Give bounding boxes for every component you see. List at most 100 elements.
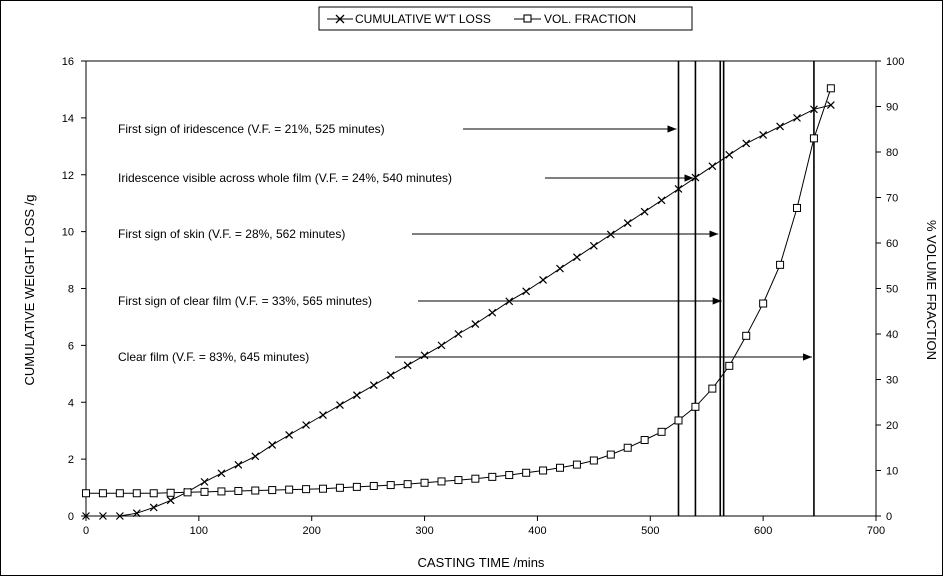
y2-tick-label: 90: [886, 102, 898, 114]
data-point-weight-loss: [623, 219, 632, 228]
data-point-vol-fraction: [776, 260, 785, 269]
y2-axis-title: % VOLUME FRACTION: [924, 220, 939, 360]
data-point-weight-loss: [369, 381, 378, 390]
data-point-weight-loss: [674, 185, 683, 193]
annotation-label: Clear film (V.F. = 83%, 645 minutes): [118, 350, 309, 364]
y-tick-label: 8: [68, 284, 74, 296]
annotation-label: First sign of skin (V.F. = 28%, 562 minu…: [118, 227, 345, 241]
data-point-weight-loss: [573, 253, 581, 262]
data-point-vol-fraction: [183, 488, 192, 497]
data-point-weight-loss: [488, 308, 497, 317]
x-tick-label: 600: [754, 525, 772, 537]
x-tick-label: 300: [415, 525, 433, 537]
data-point-weight-loss: [793, 113, 801, 122]
y-tick-label: 16: [62, 56, 74, 68]
annotation-label: First sign of iridescence (V.F. = 21%, 5…: [118, 122, 385, 136]
data-point-vol-fraction: [437, 477, 446, 486]
data-point-vol-fraction: [369, 481, 378, 490]
y-tick-label: 12: [62, 170, 74, 182]
data-point-vol-fraction: [335, 483, 344, 492]
y2-tick-label: 0: [886, 511, 892, 523]
data-point-weight-loss: [166, 496, 175, 505]
legend-box: [318, 6, 693, 31]
data-point-weight-loss: [539, 276, 547, 284]
data-point-weight-loss: [115, 512, 124, 520]
y-tick-label: 14: [62, 113, 74, 125]
data-point-vol-fraction: [539, 466, 548, 475]
data-point-vol-fraction: [471, 474, 480, 483]
data-point-vol-fraction: [217, 487, 226, 496]
annotation-label: Iridescence visible across whole film (V…: [118, 171, 452, 185]
legend: CUMULATIVE W'T LOSS VOL. FRACTION: [318, 6, 693, 31]
data-point-vol-fraction: [302, 485, 311, 494]
data-point-vol-fraction: [725, 361, 734, 370]
data-point-weight-loss: [285, 431, 294, 439]
data-point-vol-fraction: [98, 489, 107, 498]
data-point-vol-fraction: [589, 456, 598, 465]
data-point-vol-fraction: [809, 134, 818, 143]
data-point-weight-loss: [302, 421, 310, 429]
data-point-weight-loss: [251, 452, 260, 461]
data-point-vol-fraction: [251, 486, 260, 495]
data-point-vol-fraction: [319, 484, 327, 493]
data-point-vol-fraction: [234, 486, 243, 495]
data-point-vol-fraction: [166, 488, 175, 497]
vertical-lines-layer: [677, 61, 815, 516]
y2-tick-label: 50: [886, 284, 898, 296]
data-point-vol-fraction: [149, 489, 158, 498]
legend-label-vol-fraction: VOL. FRACTION: [544, 12, 636, 26]
data-point-weight-loss: [742, 139, 751, 148]
x-tick-label: 400: [528, 525, 546, 537]
x-tick-label: 100: [190, 525, 208, 537]
data-point-vol-fraction: [454, 476, 463, 485]
data-point-vol-fraction: [623, 443, 632, 452]
y2-tick-label: 40: [886, 329, 898, 341]
data-point-vol-fraction: [572, 460, 581, 469]
data-point-weight-loss: [657, 196, 666, 205]
data-point-weight-loss: [268, 440, 277, 449]
legend-marker-x-icon: [335, 14, 345, 24]
data-point-weight-loss: [234, 460, 243, 469]
data-point-weight-loss: [336, 401, 344, 410]
data-point-vol-fraction: [759, 299, 768, 308]
y2-tick-label: 20: [886, 420, 898, 432]
data-point-weight-loss: [826, 101, 835, 110]
data-point-weight-loss: [556, 264, 564, 273]
data-point-weight-loss: [725, 150, 734, 159]
data-point-weight-loss: [99, 512, 107, 520]
y-tick-label: 10: [62, 227, 74, 239]
data-point-vol-fraction: [522, 468, 531, 477]
y-tick-label: 2: [68, 454, 74, 466]
data-point-weight-loss: [522, 287, 531, 296]
data-point-weight-loss: [708, 162, 717, 171]
x-tick-label: 500: [641, 525, 659, 537]
data-point-vol-fraction: [200, 487, 209, 496]
data-point-weight-loss: [217, 469, 226, 478]
data-point-weight-loss: [352, 391, 361, 400]
data-point-vol-fraction: [386, 481, 395, 490]
data-point-vol-fraction: [793, 203, 801, 212]
y2-tick-label: 10: [886, 466, 898, 478]
legend-marker-square-icon: [523, 14, 532, 23]
data-point-vol-fraction: [674, 416, 683, 425]
data-point-vol-fraction: [742, 331, 751, 340]
annotation-label: First sign of clear film (V.F. = 33%, 56…: [118, 294, 372, 308]
ticks-layer: 0 100 200 300 400 500 600 700024681012141601020…: [62, 56, 905, 537]
data-point-vol-fraction: [826, 84, 835, 93]
data-point-vol-fraction: [691, 402, 700, 411]
data-point-vol-fraction: [420, 478, 429, 487]
data-point-weight-loss: [640, 207, 649, 216]
data-point-vol-fraction: [708, 384, 717, 393]
y-axis-title: CUMULATIVE WEIGHT LOSS /g: [22, 195, 37, 386]
y-tick-label: 0: [68, 511, 74, 523]
data-point-weight-loss: [403, 361, 412, 370]
data-point-vol-fraction: [352, 482, 361, 491]
x-tick-label: 700: [867, 525, 885, 537]
annotations-layer: First sign of iridescence (V.F. = 21%, 5…: [118, 122, 812, 364]
data-point-weight-loss: [437, 341, 446, 350]
legend-label-weight-loss: CUMULATIVE W'T LOSS: [355, 12, 491, 26]
y-tick-label: 4: [68, 397, 74, 409]
data-point-weight-loss: [759, 131, 768, 139]
y2-tick-label: 70: [886, 193, 898, 205]
